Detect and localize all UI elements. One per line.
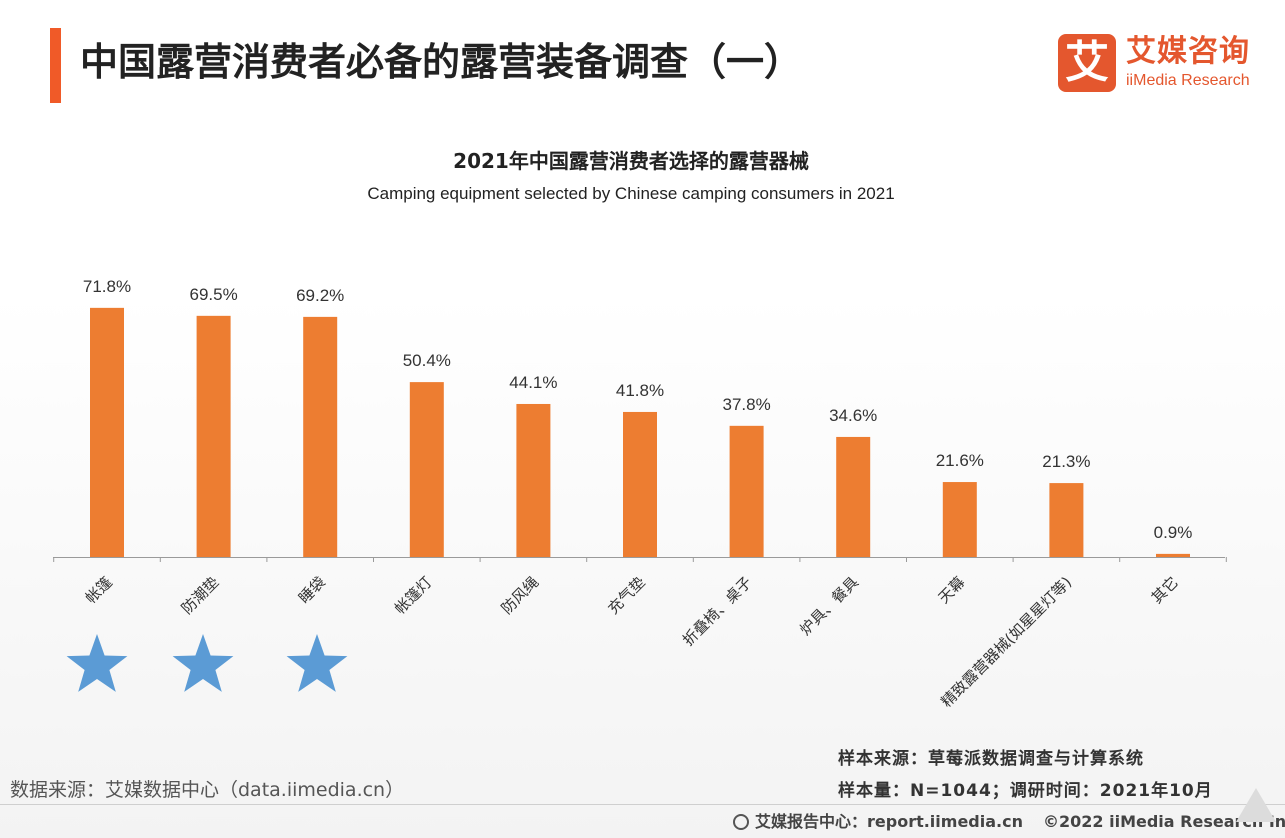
data-label: 69.5% bbox=[189, 285, 237, 304]
category-label: 充气垫 bbox=[604, 573, 649, 618]
title-accent-bar bbox=[50, 28, 61, 103]
bar bbox=[1156, 553, 1190, 557]
bar bbox=[836, 436, 871, 557]
corner-watermark-icon bbox=[1236, 788, 1276, 822]
category-label: 炉具、餐具 bbox=[796, 573, 862, 639]
bar bbox=[1049, 483, 1084, 557]
footer-copyright: ©2022 iiMedia Research Inc bbox=[1043, 812, 1285, 831]
logo-name-cn: 艾媒咨询 bbox=[1126, 34, 1250, 69]
bar bbox=[303, 316, 338, 557]
bar bbox=[409, 382, 444, 557]
footer: 艾媒报告中心：report.iimedia.cn ©2022 iiMedia Re… bbox=[733, 808, 1285, 832]
category-label: 其它 bbox=[1148, 573, 1182, 607]
data-label: 50.4% bbox=[403, 351, 451, 370]
data-label: 37.8% bbox=[722, 395, 770, 414]
footer-divider bbox=[0, 804, 1285, 805]
sample-info: 样本量：N=1044；调研时间：2021年10月 bbox=[838, 781, 1213, 801]
category-label: 防风绳 bbox=[498, 573, 543, 618]
data-label: 21.6% bbox=[936, 451, 984, 470]
sample-source: 样本来源：草莓派数据调查与计算系统 bbox=[838, 749, 1144, 769]
chart-subtitle: Camping equipment selected by Chinese ca… bbox=[367, 184, 895, 203]
star-icon bbox=[286, 634, 348, 692]
data-label: 34.6% bbox=[829, 406, 877, 425]
data-label: 21.3% bbox=[1042, 452, 1090, 471]
logo-name-en: iiMedia Research bbox=[1126, 72, 1250, 89]
category-label: 折叠椅、桌子 bbox=[679, 573, 755, 649]
category-label: 帐篷灯 bbox=[391, 573, 436, 618]
category-label: 帐篷 bbox=[82, 573, 116, 607]
bar bbox=[90, 307, 124, 557]
data-label: 71.8% bbox=[83, 277, 131, 296]
bar bbox=[196, 315, 231, 557]
category-label: 睡袋 bbox=[295, 573, 329, 607]
category-label: 防潮垫 bbox=[178, 573, 223, 618]
bar bbox=[516, 403, 551, 557]
footer-report-center: 艾媒报告中心：report.iimedia.cn bbox=[755, 812, 1023, 831]
globe-icon bbox=[733, 814, 749, 830]
data-source: 数据来源：艾媒数据中心（data.iimedia.cn） bbox=[10, 779, 405, 801]
data-label: 41.8% bbox=[616, 381, 664, 400]
page-title: 中国露营消费者必备的露营装备调查（一） bbox=[80, 40, 803, 84]
data-label: 0.9% bbox=[1154, 523, 1193, 542]
bar bbox=[942, 482, 977, 557]
data-label: 69.2% bbox=[296, 286, 344, 305]
bar bbox=[623, 411, 657, 557]
star-icon bbox=[66, 634, 128, 692]
bar bbox=[729, 425, 764, 557]
star-icon bbox=[172, 634, 234, 692]
category-label: 天幕 bbox=[935, 573, 969, 607]
data-label: 44.1% bbox=[509, 373, 557, 392]
logo-mark-icon: 艾 bbox=[1058, 34, 1116, 92]
chart-title: 2021年中国露营消费者选择的露营器械 bbox=[453, 149, 809, 173]
